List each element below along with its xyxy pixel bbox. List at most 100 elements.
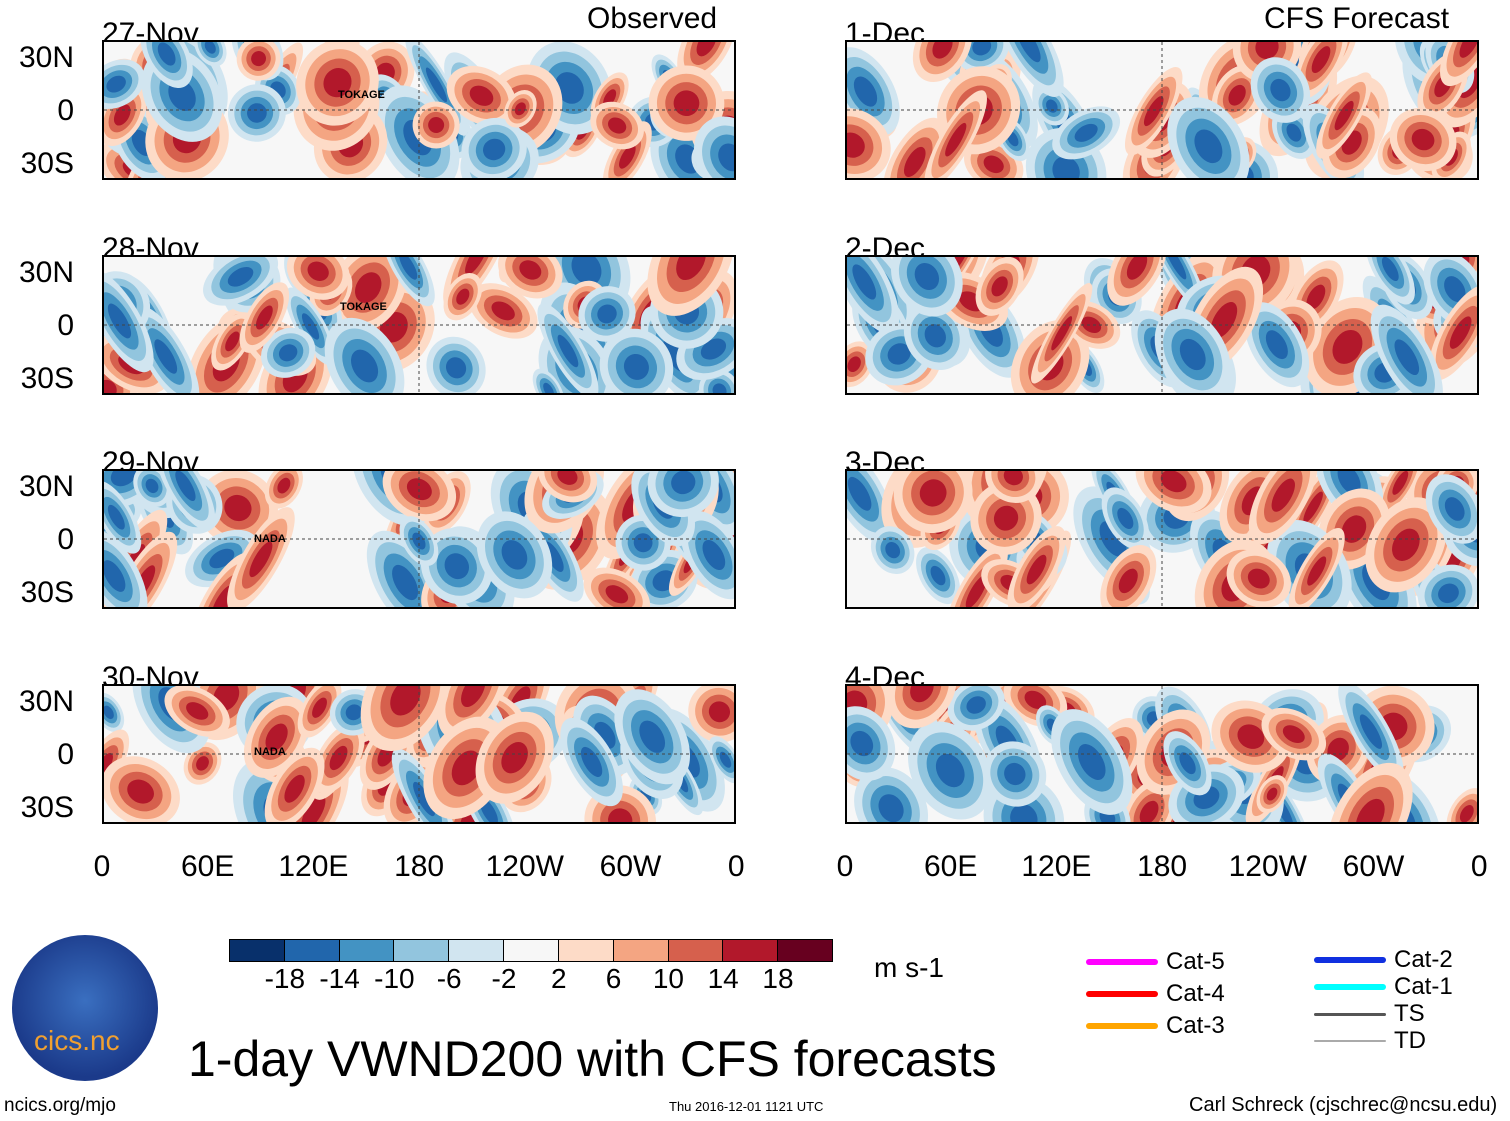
wind-anomaly-contour [972, 42, 992, 56]
wind-anomaly-contour [390, 686, 421, 716]
wind-anomaly-contour [1459, 42, 1477, 58]
wind-anomaly-contour [1228, 84, 1246, 106]
wind-anomaly-contour [1438, 583, 1459, 604]
wind-anomaly-contour [914, 262, 940, 291]
wind-anomaly-contour [278, 344, 298, 362]
wind-anomaly-contour [1210, 302, 1238, 339]
wind-anomaly-contour [623, 353, 649, 380]
wind-anomaly-contour [1271, 478, 1295, 512]
legend-swatch [1314, 1012, 1386, 1016]
storm-label: TOKAGE [338, 89, 385, 101]
wind-anomaly-contour [885, 541, 901, 559]
wind-anomaly-contour [104, 705, 114, 720]
x-tick-label: 60E [923, 850, 978, 883]
legend-label: TD [1394, 1027, 1426, 1054]
colorbar-label: 10 [652, 963, 684, 994]
wind-anomaly-contour [847, 356, 861, 373]
wind-anomaly-contour [983, 155, 1004, 174]
wind-anomaly-contour [104, 560, 126, 592]
colorbar-label: 6 [605, 963, 622, 994]
colorbar-bin [394, 940, 450, 961]
wind-anomaly-contour [1010, 804, 1038, 822]
wind-anomaly-contour [1303, 491, 1323, 523]
wind-anomaly-contour [451, 750, 481, 786]
wind-anomaly-contour [1074, 123, 1098, 142]
wind-anomaly-contour [461, 686, 486, 708]
x-tick-label: 120E [278, 850, 349, 883]
wind-anomaly-contour [966, 696, 986, 714]
wind-anomaly-contour [209, 548, 235, 569]
legend-label: TS [1394, 1000, 1425, 1027]
legend-swatch [1086, 991, 1158, 997]
wind-anomaly-contour [1286, 123, 1302, 142]
map-panel [845, 40, 1479, 180]
wind-anomaly-contour [1341, 515, 1367, 543]
wind-anomaly-contour [1118, 568, 1138, 594]
units-label: m s-1 [874, 952, 944, 983]
wind-anomaly-contour [491, 301, 515, 321]
legend-label: Cat-4 [1166, 980, 1225, 1007]
wind-anomaly-contour [145, 478, 159, 494]
wind-anomaly-contour [465, 257, 488, 275]
wind-anomaly-contour [1003, 471, 1023, 486]
wind-anomaly-contour [445, 357, 467, 379]
wind-anomaly-contour [1265, 330, 1288, 360]
wind-anomaly-contour [719, 751, 732, 768]
colorbar-bin [284, 940, 340, 961]
wind-anomaly-contour [323, 68, 352, 98]
wind-anomaly-contour [597, 304, 617, 324]
wind-anomaly-contour [301, 313, 320, 340]
storm-label: NADA [254, 746, 286, 758]
wind-anomaly-contour [1459, 805, 1474, 822]
observed-title: Observed [587, 2, 718, 35]
colorbar-label: -14 [319, 963, 360, 994]
wind-anomaly-contour [428, 116, 445, 133]
colorbar-bin [723, 940, 779, 961]
wind-anomaly-contour [204, 42, 216, 54]
wind-anomaly-contour [993, 505, 1019, 531]
wind-anomaly-contour [1139, 800, 1159, 822]
wind-anomaly-contour [1117, 507, 1134, 530]
wind-anomaly-contour [1306, 284, 1326, 310]
y-tick-label: 30S [20, 362, 74, 395]
x-tick-label: 180 [1137, 850, 1188, 883]
wind-anomaly-contour [1194, 129, 1223, 164]
wind-anomaly-contour [196, 756, 209, 771]
wind-anomaly-contour [919, 479, 947, 507]
wind-anomaly-contour [284, 774, 305, 803]
site-link[interactable]: ncics.org/mjo [4, 1095, 116, 1116]
wind-anomaly-contour [878, 794, 904, 822]
author-credit: Carl Schreck (cjschrec@ncsu.edu) [1189, 1094, 1498, 1116]
wind-anomaly-contour [1444, 497, 1465, 521]
x-tick-label: 120W [485, 850, 564, 883]
x-tick-label: 60E [180, 850, 235, 883]
y-tick-label: 30N [18, 41, 74, 74]
wind-anomaly-contour [1126, 257, 1148, 280]
wind-anomaly-contour [265, 723, 288, 752]
y-tick-label: 0 [57, 309, 74, 342]
wind-anomaly-contour [712, 383, 727, 393]
wind-anomaly-contour [543, 382, 555, 393]
wind-anomaly-contour [1004, 762, 1026, 786]
forecast-title: CFS Forecast [1264, 2, 1450, 35]
colorbar-label: -18 [264, 963, 306, 994]
map-panel: NADA [102, 684, 736, 824]
legend-label: Cat-5 [1166, 948, 1225, 975]
wind-anomaly-contour [110, 471, 137, 487]
wind-anomaly-contour [329, 745, 348, 771]
wind-anomaly-contour [469, 85, 494, 106]
wind-anomaly-contour [186, 702, 209, 720]
wind-anomaly-contour [425, 67, 448, 103]
wind-anomaly-contour [392, 564, 419, 601]
legend-label: Cat-2 [1394, 946, 1453, 973]
wind-anomaly-contour [903, 146, 926, 178]
wind-anomaly-contour [1270, 78, 1291, 102]
wind-anomaly-contour [355, 272, 382, 303]
map-panel [845, 255, 1479, 395]
wind-anomaly-contour [887, 343, 911, 365]
wind-anomaly-contour [514, 102, 526, 116]
wind-anomaly-contour [412, 532, 426, 550]
wind-anomaly-contour [345, 704, 363, 721]
x-tick-label: 0 [1470, 850, 1488, 883]
wind-anomaly-contour [1051, 316, 1073, 351]
